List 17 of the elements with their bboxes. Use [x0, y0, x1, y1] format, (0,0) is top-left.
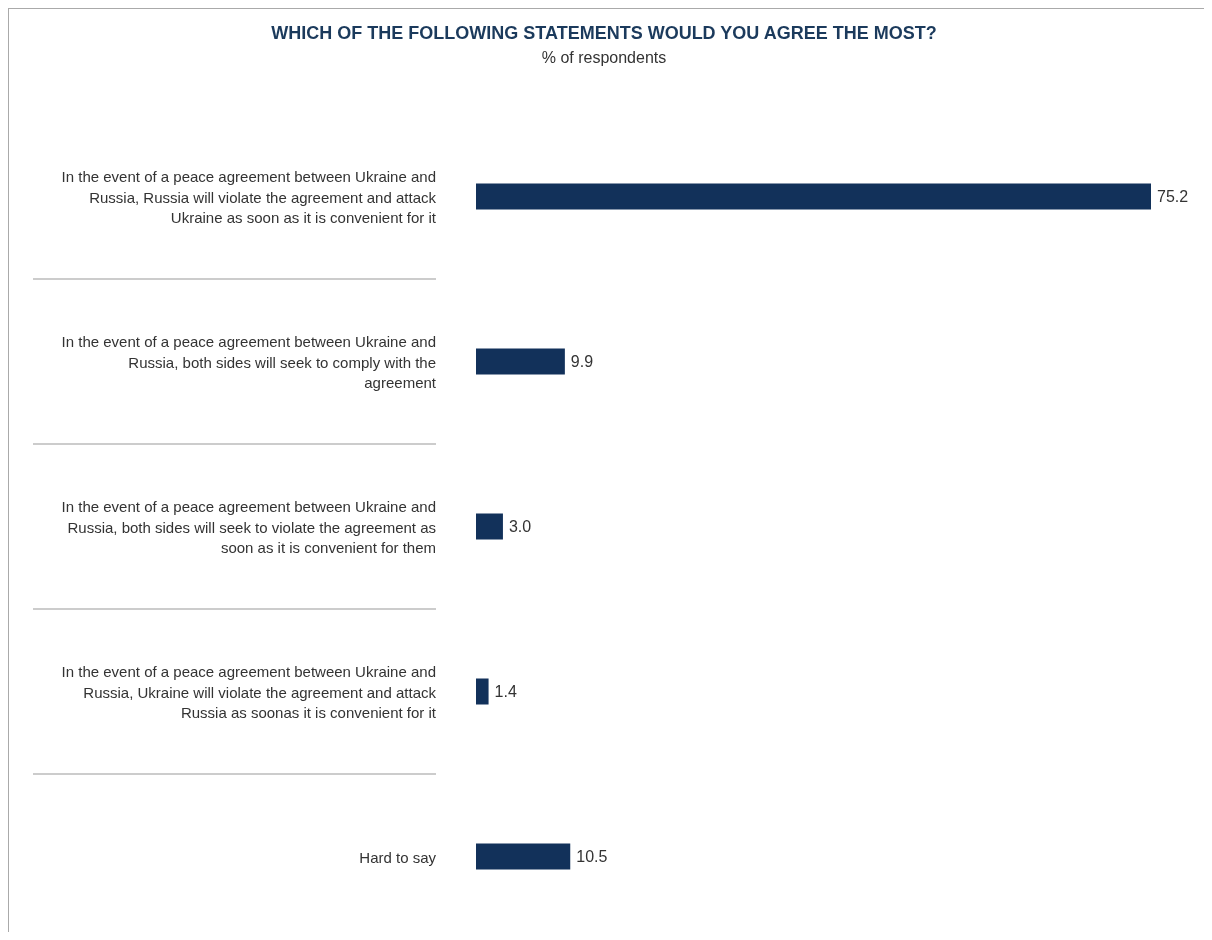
data-label: 3.0 — [508, 518, 532, 535]
y-tick-label: In the event of a peace agreement between Ukraine and Russia, both sides will seek to comply with the agreement — [61, 332, 437, 391]
bar — [476, 678, 489, 705]
data-label: 9.9 — [570, 353, 594, 370]
data-label: 1.4 — [494, 683, 517, 700]
data-label: 75.2 — [1157, 188, 1189, 205]
chart-subtitle: % of respondents — [541, 49, 667, 66]
chart-title: WHICH OF THE FOLLOWING STATEMENTS WOULD YOU AGREE THE MOST? — [271, 23, 937, 43]
data-label: 10.5 — [576, 848, 608, 865]
y-tick-label: Hard to say — [359, 848, 437, 865]
bar — [476, 513, 503, 540]
bar — [476, 843, 571, 870]
bar — [476, 348, 565, 375]
y-tick-label: In the event of a peace agreement between Ukraine and Russia, Ukraine will violate the agreement and attack Russia as soonas it is convenient for it — [61, 662, 437, 721]
bar — [476, 183, 1151, 210]
y-tick-label: In the event of a peace agreement between Ukraine and Russia, Russia will violate the agreement and attack Ukraine as soon as it is convenient for it — [61, 167, 437, 226]
y-tick-label: In the event of a peace agreement between Ukraine and Russia, both sides will seek to violate the agreement as soon as it is convenient for them — [61, 497, 436, 556]
